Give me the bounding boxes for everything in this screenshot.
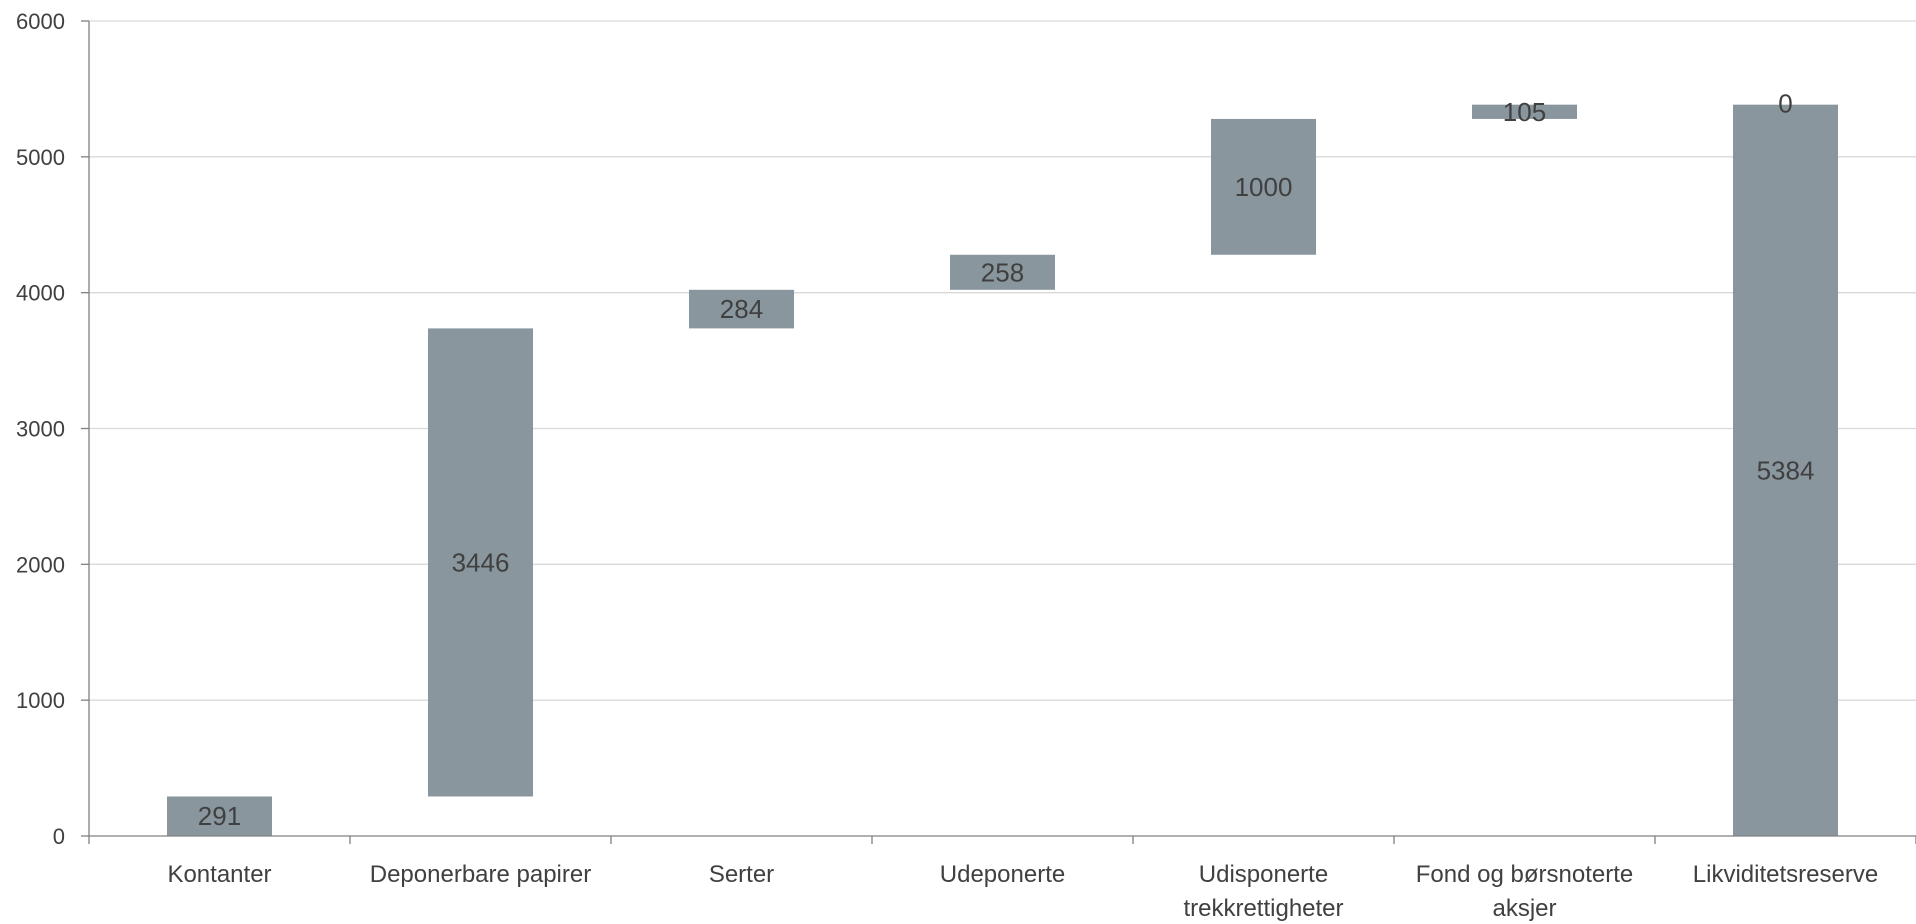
x-category-label: Deponerbare papirer bbox=[370, 861, 591, 888]
gridlines bbox=[89, 20, 1916, 701]
waterfall-bar bbox=[1733, 104, 1838, 836]
x-category-label: Kontanter bbox=[167, 861, 271, 888]
waterfall-bar bbox=[689, 289, 794, 329]
y-tick-label: 6000 bbox=[16, 9, 65, 34]
data-labels: 291 3446 284 258 1000 105 0 5384 bbox=[198, 89, 1815, 832]
data-label: 291 bbox=[198, 801, 241, 831]
data-label: 3446 bbox=[452, 547, 510, 577]
x-category-label: Fond og børsnoterte aksjer bbox=[1416, 861, 1633, 922]
x-category-label: Udisponerte trekkrettigheter bbox=[1183, 861, 1343, 922]
waterfall-bar bbox=[1211, 118, 1316, 255]
x-category-label: Udeponerte bbox=[940, 861, 1065, 888]
x-axis-labels: Kontanter Deponerbare papirer Serter Udepon… bbox=[167, 861, 1878, 922]
data-label: 105 bbox=[1503, 97, 1546, 127]
y-tick-label: 3000 bbox=[16, 417, 65, 442]
data-label: 258 bbox=[981, 257, 1024, 287]
y-tick-label: 5000 bbox=[16, 145, 65, 170]
data-label: 1000 bbox=[1235, 172, 1293, 202]
y-axis-ticks: 0 1000 2000 3000 4000 5000 6000 bbox=[16, 9, 65, 849]
waterfall-bar bbox=[167, 796, 272, 836]
waterfall-bar bbox=[1472, 104, 1577, 119]
y-tick-label: 0 bbox=[53, 824, 65, 849]
data-label: 284 bbox=[720, 294, 763, 324]
data-label: 0 bbox=[1778, 89, 1792, 119]
y-tick-label: 2000 bbox=[16, 552, 65, 577]
y-tick-label: 1000 bbox=[16, 688, 65, 713]
axes bbox=[81, 20, 1916, 844]
total-data-label: 5384 bbox=[1757, 455, 1815, 485]
y-tick-label: 4000 bbox=[16, 281, 65, 306]
waterfall-bar bbox=[950, 254, 1055, 290]
waterfall-bar bbox=[428, 328, 533, 797]
x-category-label: Likviditetsreserve bbox=[1693, 861, 1878, 888]
x-category-label: Serter bbox=[709, 861, 774, 888]
bars bbox=[167, 104, 1838, 836]
